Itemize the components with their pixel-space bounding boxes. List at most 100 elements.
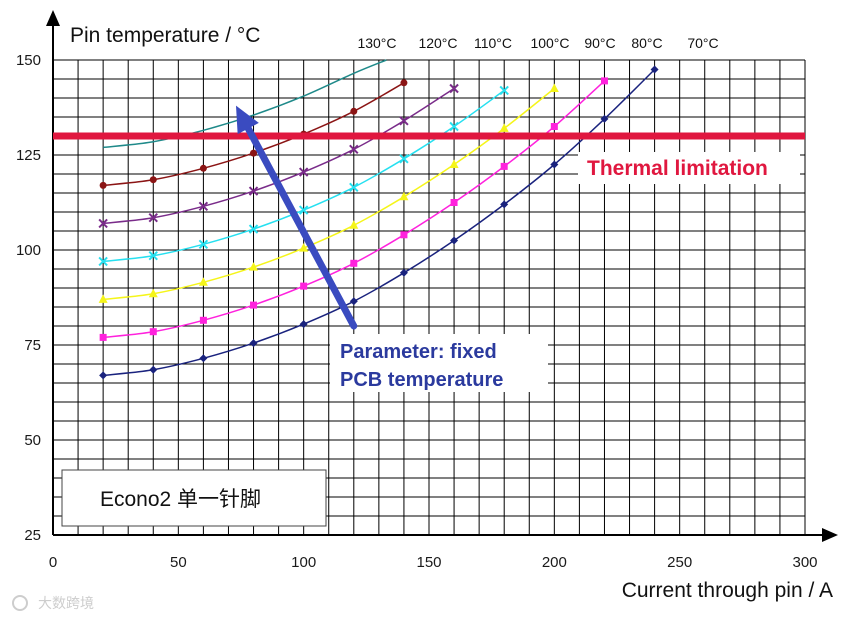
parameter-arrowhead-icon: [235, 105, 259, 135]
y-tick-label: 75: [24, 337, 41, 354]
series-90c: [98, 83, 559, 303]
data-point: [499, 123, 509, 132]
data-point: [250, 301, 258, 309]
x-tick-label: 50: [170, 554, 187, 571]
data-point: [450, 199, 458, 206]
data-point: [399, 191, 409, 201]
data-point: [550, 123, 558, 130]
data-point: [549, 83, 559, 92]
data-point: [148, 288, 158, 298]
data-point: [400, 231, 408, 239]
data-point: [98, 218, 108, 229]
series-end-label: 90°C: [584, 35, 615, 51]
thermal-label-background: [578, 152, 800, 184]
caption-box: [61, 469, 327, 527]
data-point: [500, 162, 508, 170]
data-point: [399, 116, 409, 126]
data-point: [249, 339, 258, 348]
x-tick-label: 300: [792, 554, 817, 571]
data-point: [198, 277, 208, 286]
data-point: [650, 65, 659, 74]
parameter-label-line1: Parameter: fixed: [340, 341, 497, 363]
data-point: [350, 107, 358, 115]
data-point: [148, 250, 158, 261]
x-tick-label: 200: [542, 554, 567, 571]
data-point: [199, 316, 207, 324]
data-point: [198, 201, 209, 212]
data-point: [98, 256, 108, 267]
y-axis-arrow-icon: [46, 10, 60, 26]
x-axis-arrow-icon: [822, 528, 838, 542]
series-line: [103, 59, 387, 149]
data-point: [149, 328, 157, 336]
x-tick-label: 250: [667, 554, 692, 571]
data-point: [149, 176, 157, 184]
data-point: [199, 164, 207, 172]
data-point: [99, 181, 107, 189]
data-point: [149, 365, 158, 374]
data-point: [450, 236, 459, 245]
series-end-label: 70°C: [687, 35, 718, 51]
data-point: [248, 224, 259, 234]
caption-text: Econo2 单一针脚: [100, 488, 261, 511]
data-point: [449, 83, 459, 94]
series-end-label: 110°C: [474, 35, 512, 51]
x-tick-label: 0: [49, 554, 57, 571]
chart-series-layer: 130°C 120°C 110°C 100°C 90°C 80°C 70°C: [98, 35, 719, 380]
data-point: [399, 268, 408, 277]
series-end-label: 80°C: [631, 35, 662, 51]
series-70c: [99, 65, 659, 380]
y-tick-label: 100: [16, 242, 41, 259]
data-point: [349, 182, 359, 193]
x-tick-label: 150: [416, 554, 441, 571]
data-point: [600, 114, 609, 123]
data-point: [250, 149, 258, 157]
data-point: [349, 144, 359, 155]
chart-ticks: 0 50 100 150 200 250 300 25 50 75 100 125 150: [16, 52, 818, 571]
series-end-label: 120°C: [418, 35, 457, 51]
data-point: [400, 79, 408, 87]
data-point: [148, 212, 158, 223]
data-point: [248, 186, 259, 196]
data-point: [198, 239, 209, 250]
series-end-label: 130°C: [357, 35, 396, 51]
parameter-arrow: [244, 125, 358, 330]
data-point: [350, 259, 358, 267]
y-tick-label: 125: [16, 147, 41, 164]
data-point: [99, 371, 108, 380]
series-80c: [99, 77, 608, 341]
data-point: [550, 160, 559, 169]
parameter-label-background: [330, 334, 548, 392]
watermark-logo-icon: [12, 595, 28, 611]
y-tick-label: 25: [24, 527, 41, 544]
watermark: 大数跨境: [12, 595, 94, 611]
x-axis-title: Current through pin / A: [622, 579, 833, 602]
y-axis-title: Pin temperature / °C: [70, 24, 260, 47]
data-point: [299, 243, 309, 252]
data-point: [349, 220, 359, 229]
parameter-label-line2: PCB temperature: [340, 369, 503, 391]
data-point: [298, 167, 309, 177]
data-point: [449, 159, 459, 168]
y-tick-label: 50: [24, 432, 41, 449]
series-line: [103, 87, 555, 301]
data-point: [449, 121, 459, 132]
series-end-label: 100°C: [530, 35, 569, 51]
watermark-text: 大数跨境: [38, 595, 94, 611]
data-point: [299, 320, 308, 329]
data-point: [300, 282, 308, 290]
data-point: [298, 205, 309, 215]
chart-grid: [53, 59, 806, 535]
data-point: [600, 77, 608, 85]
data-point: [499, 85, 509, 96]
data-point: [199, 354, 208, 363]
data-point: [399, 154, 409, 164]
x-tick-label: 100: [291, 554, 316, 571]
series-120c: [99, 79, 408, 189]
data-point: [500, 200, 509, 209]
series-130c: [103, 59, 387, 149]
data-point: [99, 333, 107, 341]
data-point: [349, 297, 358, 306]
y-tick-label: 150: [16, 52, 41, 69]
